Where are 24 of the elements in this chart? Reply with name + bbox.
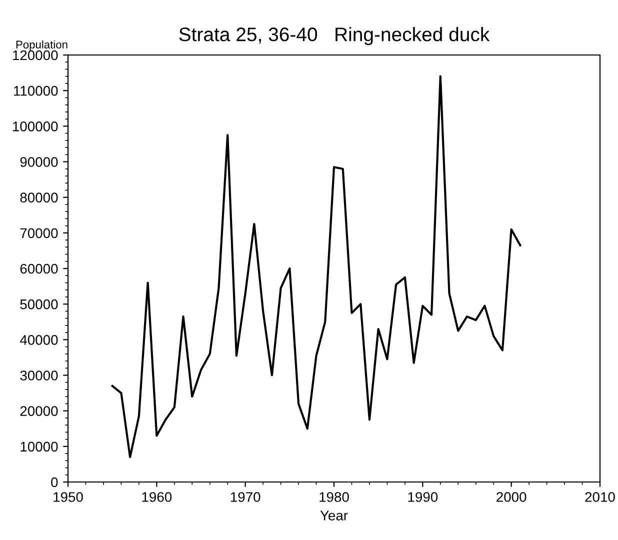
line-series <box>111 75 522 458</box>
y-tick-label: 20000 <box>20 406 58 416</box>
x-tick-label: 1990 <box>408 492 438 502</box>
y-tick-label: 90000 <box>20 157 58 167</box>
y-tick-label: 100000 <box>12 122 58 132</box>
x-tick-label: 1980 <box>320 492 349 502</box>
y-tick-label: 0 <box>51 477 58 488</box>
y-tick-label: 80000 <box>20 192 58 203</box>
x-tick-label: 1950 <box>54 492 83 502</box>
y-tick-label: 60000 <box>20 264 58 274</box>
x-tick-label: 1970 <box>230 492 260 502</box>
y-tick-label: 50000 <box>20 299 58 310</box>
y-tick-label: 120000 <box>12 50 58 60</box>
y-tick-label: 110000 <box>14 86 58 96</box>
x-tick-label: 2000 <box>496 492 526 502</box>
x-tick-label: 1960 <box>142 492 172 502</box>
x-axis-title: Year <box>320 510 348 520</box>
y-tick-label: 40000 <box>20 335 58 345</box>
chart-title: Strata 25, 36-40 Ring-necked duck <box>179 27 490 46</box>
y-axis-title: Population <box>16 40 68 51</box>
y-tick-label: 30000 <box>20 370 58 380</box>
y-tick-label: 70000 <box>20 228 58 238</box>
x-tick-label: 2010 <box>585 492 615 502</box>
y-tick-label: 10000 <box>20 442 58 452</box>
